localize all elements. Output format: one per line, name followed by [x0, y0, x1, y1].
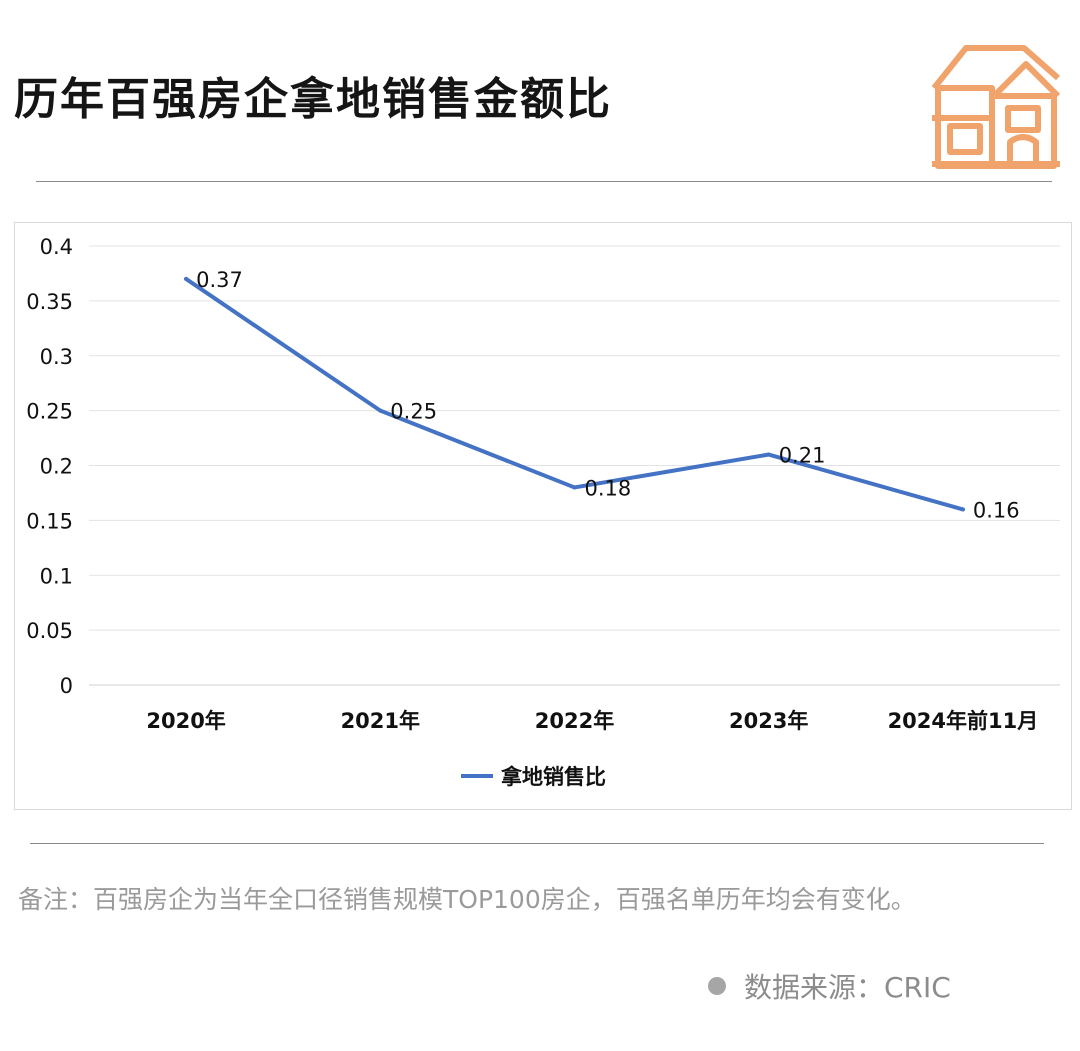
- data-source-text: 数据来源：CRIC: [744, 971, 951, 1004]
- y-tick-label: 0.15: [26, 509, 73, 533]
- house-icon: [931, 45, 1061, 169]
- data-label: 0.18: [585, 476, 632, 500]
- series-line: [184, 276, 965, 512]
- data-point: [184, 276, 189, 281]
- data-label: 0.21: [779, 444, 826, 468]
- data-source: 数据来源：CRIC: [708, 966, 951, 1006]
- data-point: [378, 408, 383, 413]
- x-tick-label: 2024年前11月: [888, 709, 1039, 733]
- data-label: 0.37: [196, 268, 243, 292]
- y-tick-label: 0.3: [40, 345, 73, 369]
- x-tick-label: 2023年: [729, 709, 808, 733]
- data-label: 0.16: [973, 498, 1020, 522]
- y-tick-label: 0.25: [26, 400, 73, 424]
- chart-frame: 0 0.05 0.1 0.15 0.2 0.25 0.3 0.35 0.4 2020年 2021年…: [14, 222, 1072, 810]
- y-tick-label: 0: [60, 674, 73, 698]
- top-divider: [36, 181, 1052, 182]
- data-label: 0.25: [390, 400, 437, 424]
- footnote: 备注：百强房企为当年全口径销售规模TOP100房企，百强名单历年均会有变化。: [18, 885, 916, 914]
- bottom-divider: [30, 843, 1044, 844]
- y-tick-label: 0.35: [26, 290, 73, 314]
- bullet-icon: [708, 977, 726, 995]
- y-tick-label: 0.2: [40, 455, 73, 479]
- legend-label: 拿地销售比: [500, 765, 606, 789]
- page-title: 历年百强房企拿地销售金额比: [14, 74, 612, 125]
- y-tick-label: 0.4: [40, 235, 73, 259]
- y-tick-label: 0.05: [26, 619, 73, 643]
- x-tick-label: 2020年: [146, 709, 225, 733]
- x-tick-label: 2021年: [341, 709, 420, 733]
- data-point: [572, 485, 577, 490]
- data-point: [960, 507, 965, 512]
- data-point: [766, 452, 771, 457]
- y-tick-label: 0.1: [40, 564, 73, 588]
- line-chart: 0 0.05 0.1 0.15 0.2 0.25 0.3 0.35 0.4 2020年 2021年…: [26, 235, 1060, 789]
- x-tick-label: 2022年: [535, 709, 614, 733]
